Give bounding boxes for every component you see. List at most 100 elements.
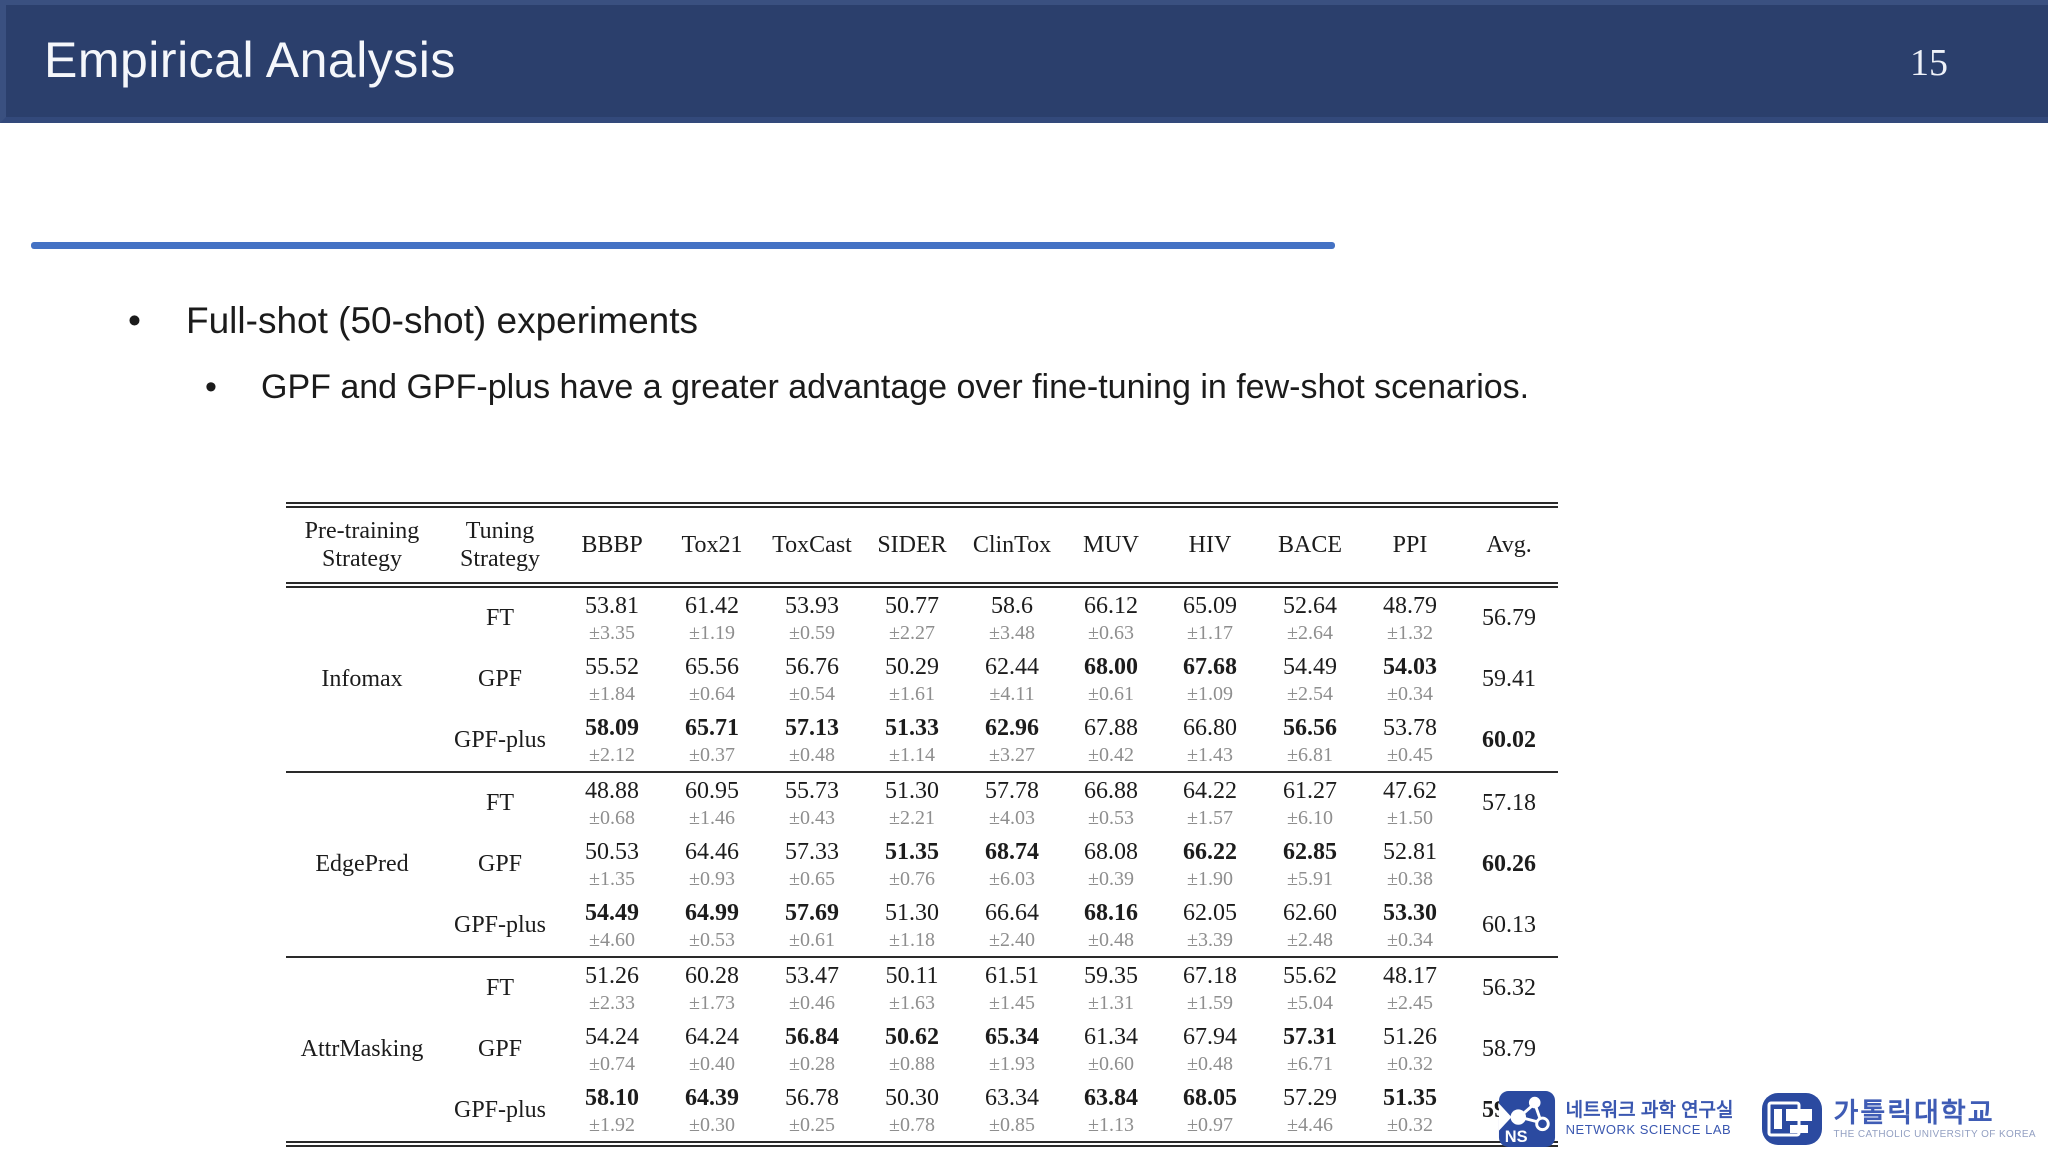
- bullet-level-1: • Full-shot (50-shot) experiments: [128, 300, 698, 342]
- result-cell: 59.35 ±1.31: [1084, 963, 1138, 1014]
- avg-cell: 59.41: [1482, 666, 1536, 692]
- result-cell: 56.56 ±6.81: [1283, 715, 1337, 766]
- result-cell: 65.71 ±0.37: [685, 715, 739, 766]
- col-header-dataset: ClinTox: [972, 532, 1052, 558]
- pretraining-strategy-cell: Infomax: [321, 666, 403, 692]
- result-cell: 67.68 ±1.09: [1183, 654, 1237, 705]
- result-cell: 61.42 ±1.19: [685, 593, 739, 644]
- result-cell: 55.73 ±0.43: [785, 778, 839, 829]
- catholic-university-logo: 가톨릭대학교 THE CATHOLIC UNIVERSITY OF KOREA: [1760, 1091, 2036, 1147]
- result-cell: 50.30 ±0.78: [885, 1085, 939, 1136]
- result-cell: 65.34 ±1.93: [985, 1024, 1039, 1075]
- pretraining-strategy-cell: AttrMasking: [300, 1036, 424, 1062]
- result-cell: 50.11 ±1.63: [885, 963, 939, 1014]
- result-cell: 50.29 ±1.61: [885, 654, 939, 705]
- result-cell: 51.26 ±0.32: [1383, 1024, 1437, 1075]
- table-row: GPF-plus 58.10 ±1.92 64.39 ±0.30 56.78 ±0.25 50…: [286, 1080, 1558, 1144]
- result-cell: 63.34 ±0.85: [985, 1085, 1039, 1136]
- result-cell: 62.60 ±2.48: [1283, 900, 1337, 951]
- result-cell: 60.95 ±1.46: [685, 778, 739, 829]
- result-cell: 65.09 ±1.17: [1183, 593, 1237, 644]
- result-cell: 58.10 ±1.92: [585, 1085, 639, 1136]
- table-row: GPF-plus 58.09 ±2.12 65.71 ±0.37 57.13 ±0.48 51…: [286, 710, 1558, 772]
- bullet-level-1-text: Full-shot (50-shot) experiments: [186, 300, 699, 341]
- result-cell: 64.22 ±1.57: [1183, 778, 1237, 829]
- ns-lab-name-korean: 네트워크 과학 연구실: [1565, 1100, 1734, 1121]
- university-name-english: THE CATHOLIC UNIVERSITY OF KOREA: [1833, 1128, 2036, 1140]
- results-table-container: Pre-training Strategy Tuning Strategy BB…: [286, 502, 1558, 1147]
- result-cell: 51.35 ±0.32: [1383, 1085, 1437, 1136]
- page-title: Empirical Analysis: [44, 32, 456, 88]
- result-cell: 51.33 ±1.14: [885, 715, 939, 766]
- footer-logos: NS 네트워크 과학 연구실 NETWORK SCIENCE LAB 가톨릭대학…: [1498, 1090, 2036, 1148]
- result-cell: 62.44 ±4.11: [985, 654, 1039, 705]
- table-row: Infomax FT 53.81 ±3.35 61.42 ±1.19 53.93 ±0.59 5…: [286, 585, 1558, 692]
- result-cell: 55.52 ±1.84: [585, 654, 639, 705]
- col-header-pretraining: Pre-training Strategy: [304, 518, 420, 572]
- bullet-level-2: • GPF and GPF-plus have a greater advant…: [205, 368, 1529, 407]
- result-cell: 53.47 ±0.46: [785, 963, 839, 1014]
- result-cell: 52.64 ±2.64: [1283, 593, 1337, 644]
- col-header-dataset: Tox21: [681, 532, 743, 558]
- tuning-strategy-cell: GPF-plus: [453, 912, 547, 938]
- result-cell: 54.03 ±0.34: [1383, 654, 1437, 705]
- col-header-dataset: ToxCast: [772, 532, 852, 558]
- result-cell: 50.77 ±2.27: [885, 593, 939, 644]
- col-header-avg: Avg.: [1486, 532, 1532, 558]
- table-row: GPF-plus 54.49 ±4.60 64.99 ±0.53 57.69 ±0.61 51…: [286, 895, 1558, 957]
- result-cell: 66.88 ±0.53: [1084, 778, 1138, 829]
- result-cell: 50.53 ±1.35: [585, 839, 639, 890]
- result-cell: 54.49 ±2.54: [1283, 654, 1337, 705]
- result-cell: 61.27 ±6.10: [1283, 778, 1337, 829]
- university-name-korean: 가톨릭대학교: [1833, 1097, 1995, 1128]
- avg-cell: 60.13: [1482, 912, 1536, 938]
- col-header-dataset: HIV: [1188, 532, 1232, 558]
- svg-text:NS: NS: [1504, 1128, 1527, 1146]
- result-cell: 53.30 ±0.34: [1383, 900, 1437, 951]
- result-cell: 51.26 ±2.33: [585, 963, 639, 1014]
- network-science-lab-logo: NS 네트워크 과학 연구실 NETWORK SCIENCE LAB: [1498, 1090, 1734, 1148]
- result-cell: 57.33 ±0.65: [785, 839, 839, 890]
- result-cell: 51.35 ±0.76: [885, 839, 939, 890]
- tuning-strategy-cell: GPF-plus: [453, 1097, 547, 1123]
- bullet-dot-icon: •: [128, 300, 141, 341]
- table-row: AttrMasking FT 51.26 ±2.33 60.28 ±1.73 53.47 ±0…: [286, 957, 1558, 1062]
- tuning-strategy-cell: FT: [485, 790, 514, 816]
- result-cell: 64.24 ±0.40: [685, 1024, 739, 1075]
- tuning-strategy-cell: FT: [485, 975, 514, 1001]
- result-cell: 68.74 ±6.03: [985, 839, 1039, 890]
- result-cell: 53.78 ±0.45: [1383, 715, 1437, 766]
- result-cell: 62.96 ±3.27: [985, 715, 1039, 766]
- result-cell: 66.80 ±1.43: [1183, 715, 1237, 766]
- col-header-dataset: BACE: [1277, 532, 1342, 558]
- result-cell: 47.62 ±1.50: [1383, 778, 1437, 829]
- avg-cell: 56.32: [1482, 975, 1536, 1001]
- tuning-strategy-cell: GPF-plus: [453, 727, 547, 753]
- result-cell: 53.81 ±3.35: [585, 593, 639, 644]
- tuning-strategy-cell: GPF: [477, 851, 523, 877]
- result-cell: 67.88 ±0.42: [1084, 715, 1138, 766]
- bullet-level-2-text: GPF and GPF-plus have a greater advantag…: [261, 368, 1530, 406]
- result-cell: 57.78 ±4.03: [985, 778, 1039, 829]
- result-cell: 53.93 ±0.59: [785, 593, 839, 644]
- result-cell: 56.84 ±0.28: [785, 1024, 839, 1075]
- tuning-strategy-cell: GPF: [477, 666, 523, 692]
- results-table-body: Infomax FT 53.81 ±3.35 61.42 ±1.19 53.93 ±0.59 5…: [286, 585, 1558, 1144]
- ns-lab-name-english: NETWORK SCIENCE LAB: [1565, 1122, 1732, 1137]
- avg-cell: 56.79: [1482, 605, 1536, 631]
- result-cell: 48.17 ±2.45: [1383, 963, 1437, 1014]
- result-cell: 62.85 ±5.91: [1283, 839, 1337, 890]
- result-cell: 63.84 ±1.13: [1084, 1085, 1138, 1136]
- result-cell: 64.46 ±0.93: [685, 839, 739, 890]
- slide-header-bar: Empirical Analysis 15: [0, 0, 2048, 123]
- accent-divider-line: [31, 242, 1335, 249]
- result-cell: 56.76 ±0.54: [785, 654, 839, 705]
- result-cell: 64.39 ±0.30: [685, 1085, 739, 1136]
- result-cell: 66.64 ±2.40: [985, 900, 1039, 951]
- col-header-dataset: SIDER: [877, 532, 947, 558]
- result-cell: 55.62 ±5.04: [1283, 963, 1337, 1014]
- result-cell: 51.30 ±1.18: [885, 900, 939, 951]
- col-header-dataset: PPI: [1392, 532, 1428, 558]
- result-cell: 65.56 ±0.64: [685, 654, 739, 705]
- result-cell: 48.88 ±0.68: [585, 778, 639, 829]
